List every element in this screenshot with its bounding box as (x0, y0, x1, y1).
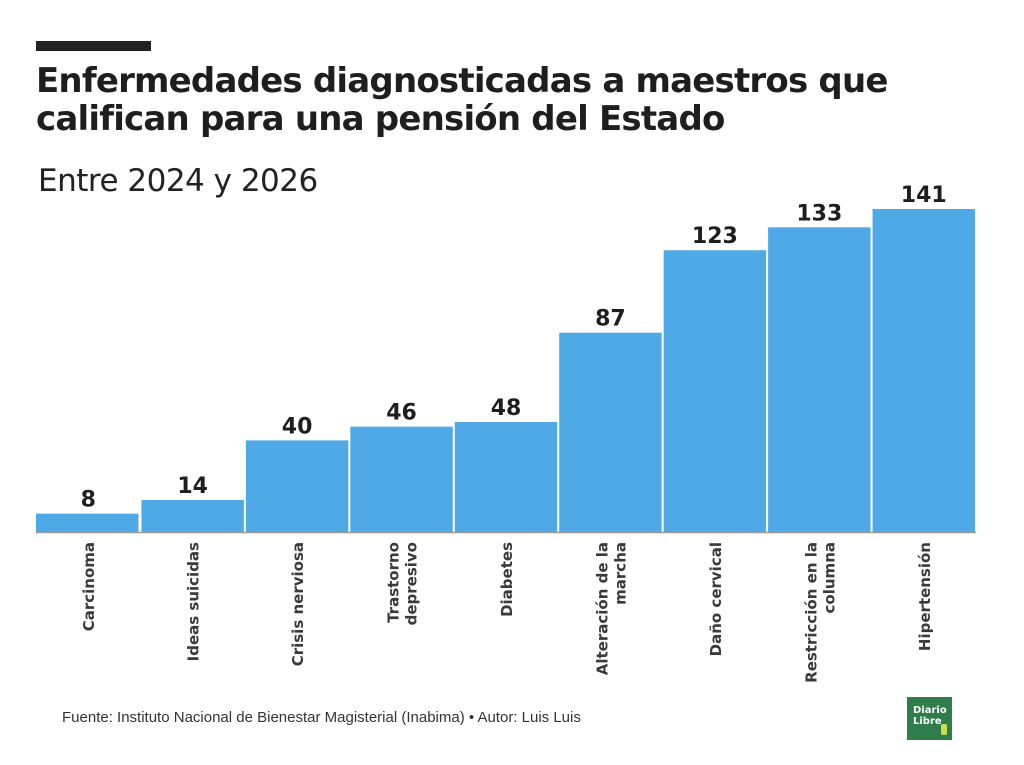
source-credit: Fuente: Instituto Nacional de Bienestar … (62, 709, 581, 726)
bar-1 (141, 499, 244, 532)
bar-2 (245, 440, 349, 532)
value-label-0: 8 (81, 488, 96, 513)
category-label-line: Diabetes (498, 542, 516, 617)
category-label-line: Alteración de la (593, 542, 611, 675)
value-label-3: 46 (386, 401, 417, 426)
category-label-4: Diabetes (498, 542, 516, 617)
bar-chart: 8 14 40 46 48 87 123 133 141 Carcinoma Ideas suic… (36, 183, 976, 683)
value-label-1: 14 (177, 474, 208, 499)
category-label-line: Ideas suicidas (185, 542, 203, 661)
category-label-5: Alteración de la marcha (593, 542, 629, 675)
value-labels-group: 8 14 40 46 48 87 123 133 141 (81, 183, 947, 513)
category-label-line: Carcinoma (80, 542, 98, 631)
category-label-line: columna (820, 542, 838, 613)
bar-0 (36, 513, 139, 532)
category-label-line: Restricción en la (802, 542, 820, 683)
bar-3 (350, 426, 453, 532)
category-label-line: Trastorno (385, 542, 403, 623)
value-label-5: 87 (595, 307, 626, 332)
bars-group (36, 209, 975, 533)
category-label-7: Restricción en la columna (802, 542, 838, 683)
category-labels-group: Carcinoma Ideas suicidas Crisis nerviosa Tr… (80, 542, 934, 683)
bar-6 (663, 250, 767, 532)
title-accent-rule (36, 41, 151, 51)
logo-text-line2: Libre (913, 716, 942, 727)
value-label-2: 40 (282, 414, 313, 439)
category-label-1: Ideas suicidas (185, 542, 203, 661)
category-label-0: Carcinoma (80, 542, 98, 631)
chart-subtitle: Entre 2024 y 2026 (38, 163, 318, 199)
category-label-2: Crisis nerviosa (289, 542, 307, 666)
bar-4 (454, 422, 558, 532)
category-label-6: Daño cervical (707, 542, 725, 656)
value-label-4: 48 (491, 396, 522, 421)
value-label-8: 141 (901, 183, 947, 208)
value-label-6: 123 (692, 224, 738, 249)
category-label-line: marcha (611, 542, 629, 605)
category-label-line: Crisis nerviosa (289, 542, 307, 666)
bar-7 (768, 227, 871, 533)
category-label-3: Trastorno depresivo (385, 542, 421, 625)
bar-5 (559, 332, 662, 532)
category-label-line: Daño cervical (707, 542, 725, 656)
category-label-line: Hipertensión (916, 542, 934, 651)
bar-8 (872, 209, 975, 532)
diario-libre-logo: Diario Libre (907, 697, 952, 740)
logo-text-line1: Diario (913, 705, 947, 716)
logo-figure-icon (941, 724, 947, 735)
category-label-line: depresivo (403, 542, 421, 625)
value-label-7: 133 (796, 201, 842, 226)
category-label-8: Hipertensión (916, 542, 934, 651)
chart-title: Enfermedades diagnosticadas a maestros q… (36, 61, 888, 139)
